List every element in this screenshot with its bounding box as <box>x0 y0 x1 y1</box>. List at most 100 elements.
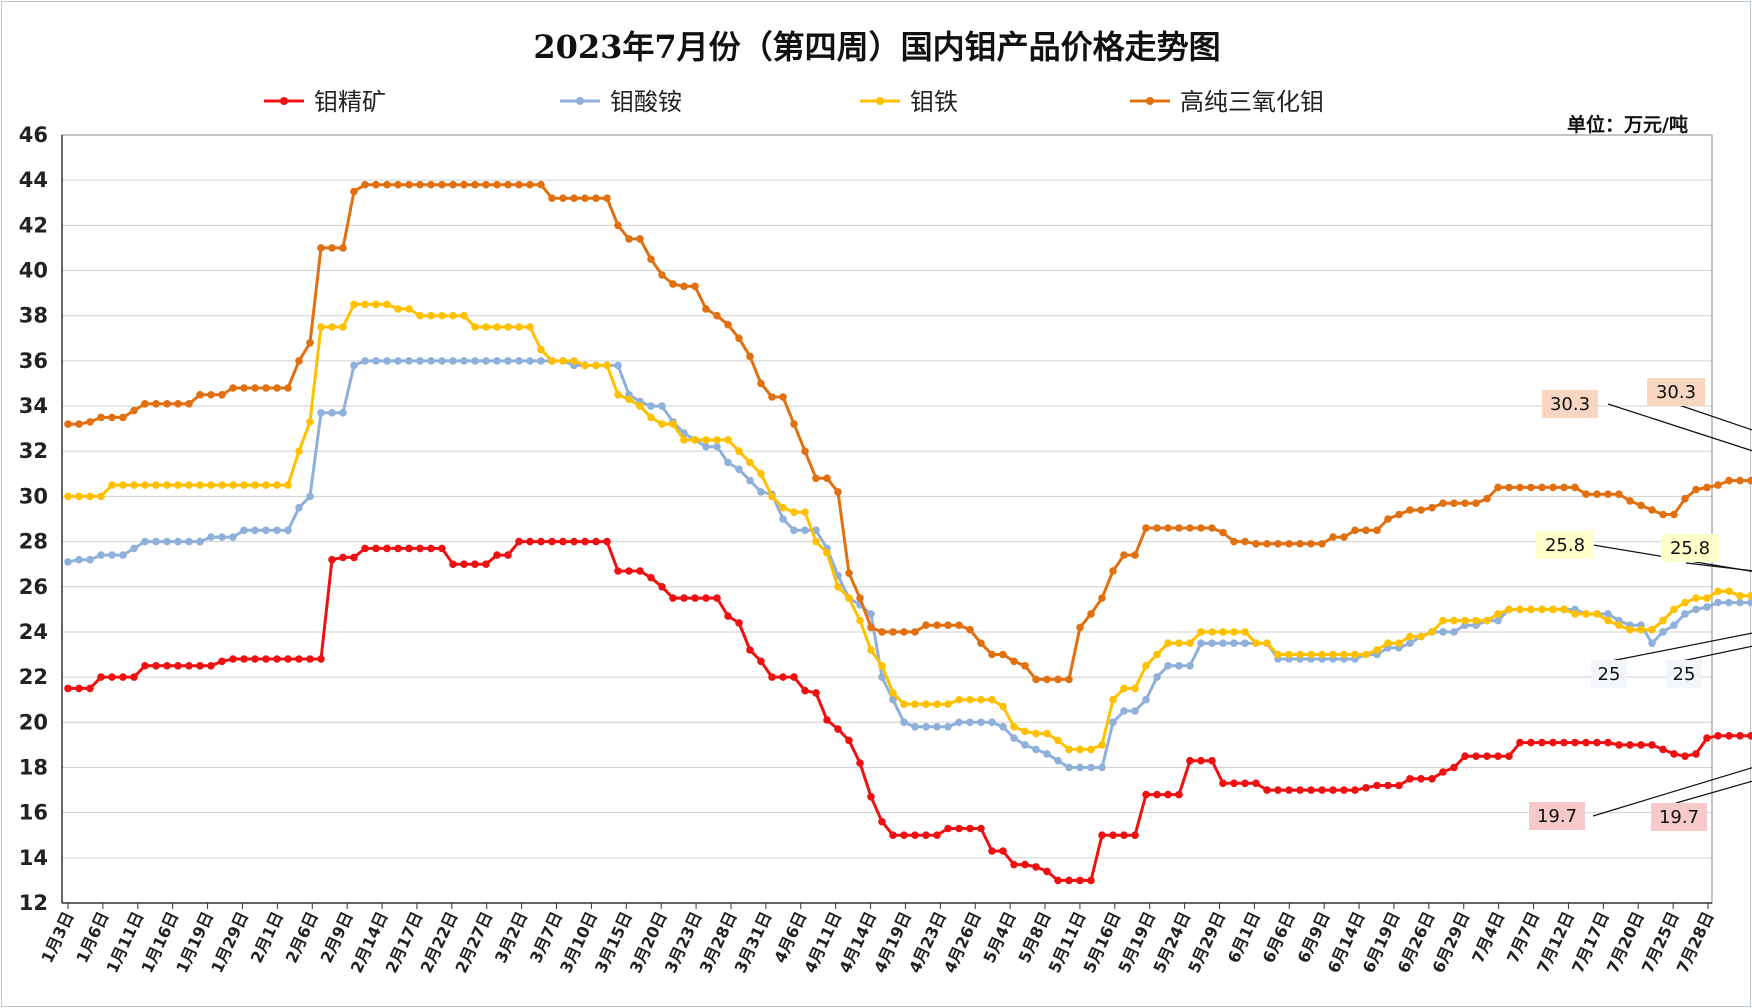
data-point <box>735 619 743 627</box>
data-point <box>240 655 248 663</box>
data-point <box>658 271 666 279</box>
data-point <box>1329 650 1337 659</box>
data-point <box>372 180 380 189</box>
data-callout: 25.8 <box>1536 531 1752 572</box>
data-point <box>823 549 831 557</box>
data-point <box>955 695 963 704</box>
data-point <box>1098 594 1106 602</box>
data-point <box>900 718 908 727</box>
data-point <box>702 594 710 602</box>
data-point <box>592 361 600 370</box>
data-point <box>1549 738 1557 747</box>
data-point <box>933 700 941 708</box>
series-line <box>68 540 1752 882</box>
data-point <box>1714 598 1722 607</box>
series-3 <box>64 180 1752 684</box>
data-point <box>449 311 457 320</box>
data-point <box>482 180 490 189</box>
data-point <box>449 180 457 189</box>
callout-leader <box>1592 767 1752 817</box>
data-point <box>1032 863 1040 871</box>
data-point <box>1659 745 1667 754</box>
data-point <box>1626 497 1634 505</box>
data-point <box>75 555 83 564</box>
data-point <box>119 413 127 422</box>
data-point <box>75 492 83 501</box>
data-point <box>471 180 479 189</box>
data-point <box>1153 650 1161 659</box>
data-point <box>1681 598 1689 607</box>
data-point <box>1252 779 1260 788</box>
legend-item-0: 钼精矿 <box>264 88 386 116</box>
data-point <box>1296 786 1304 794</box>
data-point <box>1087 876 1095 885</box>
data-point <box>185 400 193 408</box>
data-point <box>1109 718 1117 727</box>
data-point <box>757 488 765 496</box>
data-point <box>779 515 787 523</box>
data-point <box>1648 639 1656 647</box>
data-point <box>1186 662 1194 670</box>
data-point <box>779 503 787 512</box>
callout-leader <box>1607 403 1752 452</box>
data-point <box>1538 605 1546 614</box>
data-point <box>1538 738 1546 747</box>
data-point <box>273 384 281 392</box>
callout-label: 19.7 <box>1659 807 1699 828</box>
data-point <box>999 723 1007 731</box>
data-point <box>1307 540 1315 548</box>
data-point <box>625 567 633 575</box>
data-point <box>1175 790 1183 799</box>
data-point <box>438 544 446 553</box>
data-point <box>1164 524 1172 532</box>
callout-box <box>1651 803 1707 831</box>
data-point <box>1164 662 1172 670</box>
data-point <box>1120 551 1128 559</box>
data-point <box>779 673 787 681</box>
data-point <box>1725 587 1733 596</box>
data-point <box>746 458 754 467</box>
data-point <box>1186 524 1194 532</box>
data-point <box>394 357 402 365</box>
data-point <box>1142 662 1150 670</box>
data-point <box>1615 490 1623 499</box>
data-point <box>1329 533 1337 541</box>
legend-item-3: 高纯三氧化钼 <box>1130 88 1324 116</box>
legend-label: 钼酸铵 <box>610 88 682 116</box>
data-point <box>1175 639 1183 647</box>
legend-label: 钼铁 <box>910 88 958 116</box>
data-point <box>1186 639 1194 647</box>
data-point <box>471 357 479 365</box>
data-point <box>1703 734 1711 742</box>
data-point <box>1571 738 1579 747</box>
legend-marker <box>280 97 288 105</box>
data-point <box>1472 616 1480 625</box>
data-point <box>1285 786 1293 794</box>
data-point <box>1604 490 1612 499</box>
data-point <box>1087 745 1095 754</box>
data-point <box>405 357 413 365</box>
data-point <box>834 725 842 733</box>
data-point <box>174 662 182 670</box>
data-point <box>460 180 468 189</box>
data-point <box>460 357 468 365</box>
data-point <box>240 526 248 535</box>
data-point <box>515 357 523 365</box>
data-point <box>174 481 182 489</box>
data-callout: 30.3 <box>1542 390 1752 452</box>
data-point <box>889 695 897 704</box>
data-point <box>1483 616 1491 625</box>
data-point <box>966 625 974 634</box>
data-point <box>273 655 281 663</box>
callout-box <box>1661 534 1719 562</box>
data-point <box>1659 616 1667 625</box>
data-point <box>1120 684 1128 693</box>
data-point <box>801 447 809 456</box>
data-point <box>130 673 138 681</box>
legend-item-1: 钼酸铵 <box>560 88 682 116</box>
data-point <box>1373 526 1381 535</box>
data-point <box>1153 524 1161 532</box>
data-point <box>141 481 149 489</box>
data-point <box>240 481 248 489</box>
data-point <box>966 718 974 727</box>
